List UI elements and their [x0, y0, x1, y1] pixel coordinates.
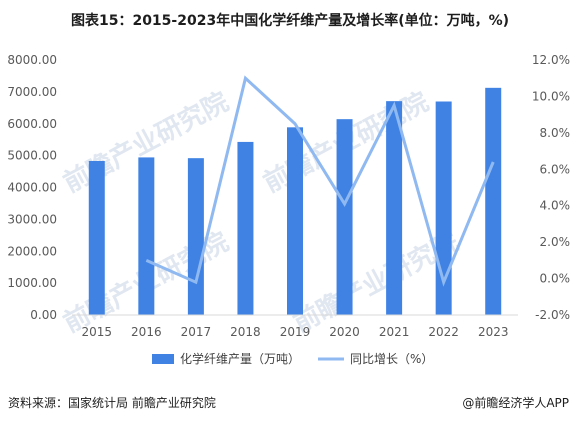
bar: [435, 101, 452, 315]
x-axis-tick-label: 2021: [379, 325, 410, 339]
bar: [485, 87, 502, 315]
bar: [386, 101, 403, 315]
bar: [287, 127, 303, 315]
left-axis-tick-label: 4000.00: [7, 181, 57, 195]
chart-title: 图表15：2015-2023年中国化学纤维产量及增长率(单位：万吨，%): [70, 13, 510, 29]
x-axis-tick-label: 2017: [181, 325, 212, 339]
line-series: [145, 75, 495, 287]
legend-swatch-bar: [152, 354, 174, 364]
right-axis-ticks: -2.0% 0.0% 2.0% 4.0% 6.0% 8.0% 10.0% 12.0%: [532, 53, 570, 322]
legend: 化学纤维产量（万吨） 同比增长（%）: [152, 351, 433, 366]
bar: [88, 160, 105, 315]
bar: [237, 141, 254, 315]
left-axis-tick-label: 8000.00: [7, 53, 57, 67]
left-axis-tick-label: 2000.00: [7, 244, 57, 258]
left-axis-ticks: 0.00 1000.00 2000.00 3000.00 4000.00 5000.00 6…: [7, 53, 57, 322]
bar-series: [88, 87, 502, 315]
right-axis-tick-label: 0.0%: [540, 272, 571, 286]
right-axis-tick-label: 4.0%: [540, 199, 571, 213]
x-axis-tick-label: 2022: [428, 325, 459, 339]
x-axis-tick-label: 2019: [280, 325, 311, 339]
right-axis-tick-label: 10.0%: [532, 89, 570, 103]
watermark-layer: 前瞻产业研究院前瞻产业研究院前瞻产业研究院前瞻产业研究院: [58, 86, 463, 339]
bar: [138, 157, 155, 315]
growth-line: [145, 75, 495, 287]
legend-label-line: 同比增长（%）: [350, 352, 433, 366]
right-axis-tick-label: -2.0%: [535, 308, 570, 322]
left-axis-tick-label: 1000.00: [7, 276, 57, 290]
x-axis-tick-label: 2023: [478, 325, 509, 339]
right-axis-tick-label: 6.0%: [540, 162, 571, 176]
bar: [187, 158, 204, 315]
x-axis-tick-label: 2015: [82, 325, 113, 339]
left-axis-tick-label: 0.00: [30, 308, 57, 322]
x-axis-ticks: 2015 2016 2017 2018 2019 2020 2021 2022 2023: [82, 325, 509, 339]
x-axis-tick-label: 2018: [230, 325, 261, 339]
right-axis-tick-label: 8.0%: [540, 126, 571, 140]
x-axis-tick-label: 2016: [131, 325, 162, 339]
x-axis-tick-label: 2020: [329, 325, 360, 339]
right-axis-tick-label: 2.0%: [540, 235, 571, 249]
bar: [336, 119, 353, 315]
source-note: 资料来源：国家统计局 前瞻产业研究院: [8, 396, 216, 410]
left-axis-tick-label: 7000.00: [7, 85, 57, 99]
left-axis-tick-label: 6000.00: [7, 117, 57, 131]
left-axis-tick-label: 5000.00: [7, 149, 57, 163]
right-axis-tick-label: 12.0%: [532, 53, 570, 67]
left-axis-tick-label: 3000.00: [7, 212, 57, 226]
legend-label-bar: 化学纤维产量（万吨）: [180, 351, 300, 366]
brand-credit: @前瞻经济学人APP: [462, 396, 569, 410]
